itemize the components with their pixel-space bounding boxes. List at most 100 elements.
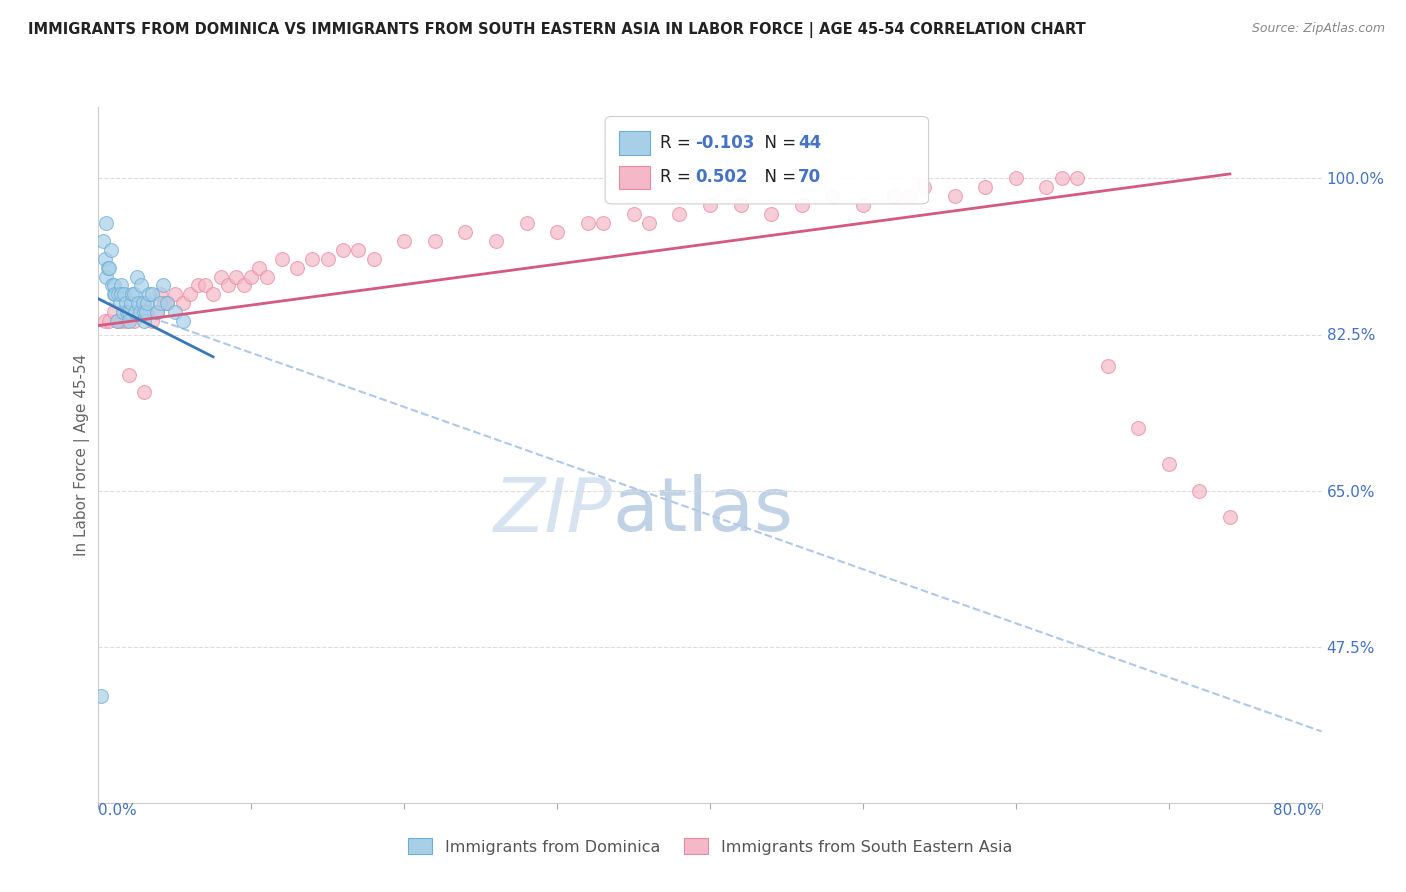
- Point: [149, 287, 172, 301]
- Point: [141, 287, 163, 301]
- Text: 0.0%: 0.0%: [98, 803, 138, 818]
- Point: [97, 260, 120, 275]
- Point: [105, 314, 128, 328]
- Point: [136, 305, 159, 319]
- Text: R =: R =: [659, 134, 696, 152]
- Point: [120, 296, 142, 310]
- Point: [194, 278, 217, 293]
- Point: [124, 305, 146, 319]
- Point: [256, 269, 278, 284]
- Point: [163, 287, 186, 301]
- Point: [1097, 359, 1119, 373]
- Point: [1188, 483, 1211, 498]
- Point: [110, 278, 132, 293]
- Point: [423, 234, 446, 248]
- Point: [576, 216, 599, 230]
- Point: [163, 305, 186, 319]
- Point: [118, 305, 141, 319]
- Point: [153, 296, 176, 310]
- Point: [93, 252, 115, 266]
- Point: [638, 216, 661, 230]
- Point: [974, 180, 997, 194]
- Point: [129, 278, 152, 293]
- Point: [94, 269, 117, 284]
- Point: [1219, 510, 1241, 524]
- Text: -0.103: -0.103: [695, 134, 755, 152]
- Point: [145, 305, 167, 319]
- Point: [187, 278, 209, 293]
- Point: [232, 278, 254, 293]
- Point: [122, 314, 145, 328]
- Point: [134, 305, 156, 319]
- Point: [883, 189, 905, 203]
- Point: [821, 189, 844, 203]
- Point: [118, 368, 141, 382]
- Point: [111, 305, 134, 319]
- Point: [912, 180, 935, 194]
- Point: [115, 296, 138, 310]
- Point: [485, 234, 508, 248]
- Point: [90, 689, 112, 703]
- Point: [122, 287, 145, 301]
- Point: [103, 278, 125, 293]
- Point: [134, 296, 156, 310]
- Y-axis label: In Labor Force | Age 45-54: In Labor Force | Age 45-54: [75, 354, 90, 556]
- Point: [98, 260, 121, 275]
- Text: atlas: atlas: [612, 474, 793, 547]
- Point: [301, 252, 323, 266]
- Point: [247, 260, 270, 275]
- Point: [94, 216, 117, 230]
- Point: [1128, 421, 1150, 435]
- Point: [98, 314, 121, 328]
- Point: [943, 189, 966, 203]
- Point: [135, 305, 157, 319]
- Point: [145, 305, 167, 319]
- Point: [172, 296, 194, 310]
- Point: [668, 207, 690, 221]
- Point: [127, 296, 149, 310]
- Point: [103, 305, 125, 319]
- Point: [240, 269, 263, 284]
- Text: N =: N =: [754, 169, 801, 186]
- Point: [347, 243, 370, 257]
- Point: [125, 305, 148, 319]
- Text: 0.502: 0.502: [695, 169, 748, 186]
- Point: [623, 207, 645, 221]
- Point: [1050, 171, 1073, 186]
- Text: IMMIGRANTS FROM DOMINICA VS IMMIGRANTS FROM SOUTH EASTERN ASIA IN LABOR FORCE | : IMMIGRANTS FROM DOMINICA VS IMMIGRANTS F…: [28, 22, 1085, 38]
- Point: [104, 287, 127, 301]
- Point: [117, 305, 139, 319]
- Point: [761, 207, 783, 221]
- Point: [790, 198, 813, 212]
- Point: [141, 314, 163, 328]
- Point: [152, 278, 174, 293]
- Point: [100, 243, 122, 257]
- Point: [107, 287, 129, 301]
- Point: [149, 296, 172, 310]
- Point: [107, 314, 129, 328]
- Point: [179, 287, 201, 301]
- Text: 70: 70: [797, 169, 821, 186]
- Point: [1035, 180, 1057, 194]
- Text: Source: ZipAtlas.com: Source: ZipAtlas.com: [1251, 22, 1385, 36]
- Point: [125, 269, 148, 284]
- Point: [103, 287, 125, 301]
- Point: [730, 198, 752, 212]
- Point: [1157, 457, 1180, 471]
- Point: [121, 287, 143, 301]
- Point: [93, 314, 115, 328]
- Point: [1004, 171, 1026, 186]
- Point: [516, 216, 538, 230]
- Point: [217, 278, 239, 293]
- Point: [112, 287, 135, 301]
- Point: [91, 234, 114, 248]
- Point: [1066, 171, 1088, 186]
- Point: [132, 296, 155, 310]
- Point: [285, 260, 308, 275]
- Point: [118, 314, 141, 328]
- Legend: Immigrants from Dominica, Immigrants from South Eastern Asia: Immigrants from Dominica, Immigrants fro…: [402, 831, 1018, 861]
- Text: N =: N =: [754, 134, 801, 152]
- Point: [172, 314, 194, 328]
- Text: 80.0%: 80.0%: [1274, 803, 1322, 818]
- Point: [363, 252, 385, 266]
